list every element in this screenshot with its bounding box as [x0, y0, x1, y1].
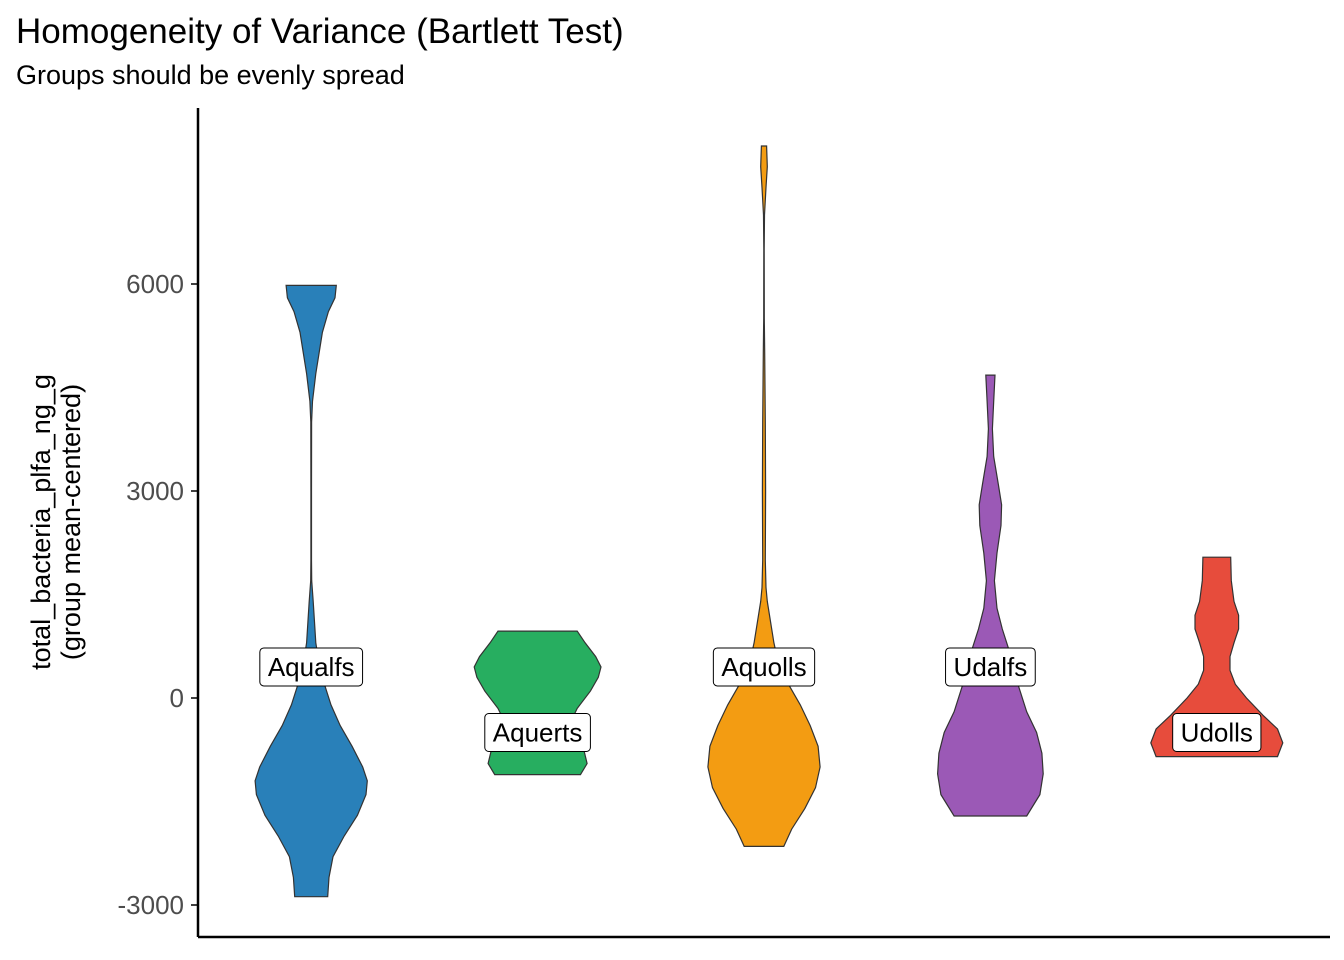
violin-aqualfs	[254, 284, 368, 898]
group-label-aquerts: Aquerts	[484, 713, 591, 752]
group-label-box	[484, 713, 591, 752]
group-label-box	[712, 647, 816, 687]
violin-aquerts	[473, 630, 602, 776]
group-label-udolls: Udolls	[1172, 713, 1262, 752]
group-label-box	[259, 647, 364, 687]
y-tick-label: 6000	[126, 269, 184, 299]
chart-subtitle: Groups should be evenly spread	[16, 60, 405, 90]
violin-aquolls	[707, 145, 821, 847]
violin-udolls	[1150, 556, 1284, 758]
chart-title: Homogeneity of Variance (Bartlett Test)	[16, 12, 624, 51]
group-label-text: Aquerts	[493, 718, 583, 748]
y-tick-label: -3000	[118, 890, 185, 920]
group-labels-layer: Aqualfs Aquerts Aquolls Udalfs Udolls	[259, 647, 1262, 752]
y-tick-label: 3000	[126, 476, 184, 506]
group-label-text: Aquolls	[721, 652, 806, 682]
group-label-text: Aqualfs	[268, 652, 355, 682]
y-axis-title-line1: total_bacteria_plfa_ng_g	[26, 374, 56, 670]
group-label-text: Udolls	[1181, 718, 1253, 748]
axes-layer: -3000 0 3000 6000	[118, 108, 1330, 939]
group-label-aqualfs: Aqualfs	[259, 647, 364, 687]
y-tick-label: 0	[170, 683, 184, 713]
y-axis-title: total_bacteria_plfa_ng_g (group mean-cen…	[26, 374, 86, 670]
group-label-box	[1172, 713, 1262, 752]
violin-udalfs	[936, 374, 1044, 817]
group-label-box	[945, 647, 1036, 687]
group-label-text: Udalfs	[954, 652, 1028, 682]
group-label-aquolls: Aquolls	[712, 647, 816, 687]
y-axis-title-line2: (group mean-centered)	[56, 384, 86, 660]
violins-layer	[254, 145, 1284, 898]
group-label-udalfs: Udalfs	[945, 647, 1036, 687]
